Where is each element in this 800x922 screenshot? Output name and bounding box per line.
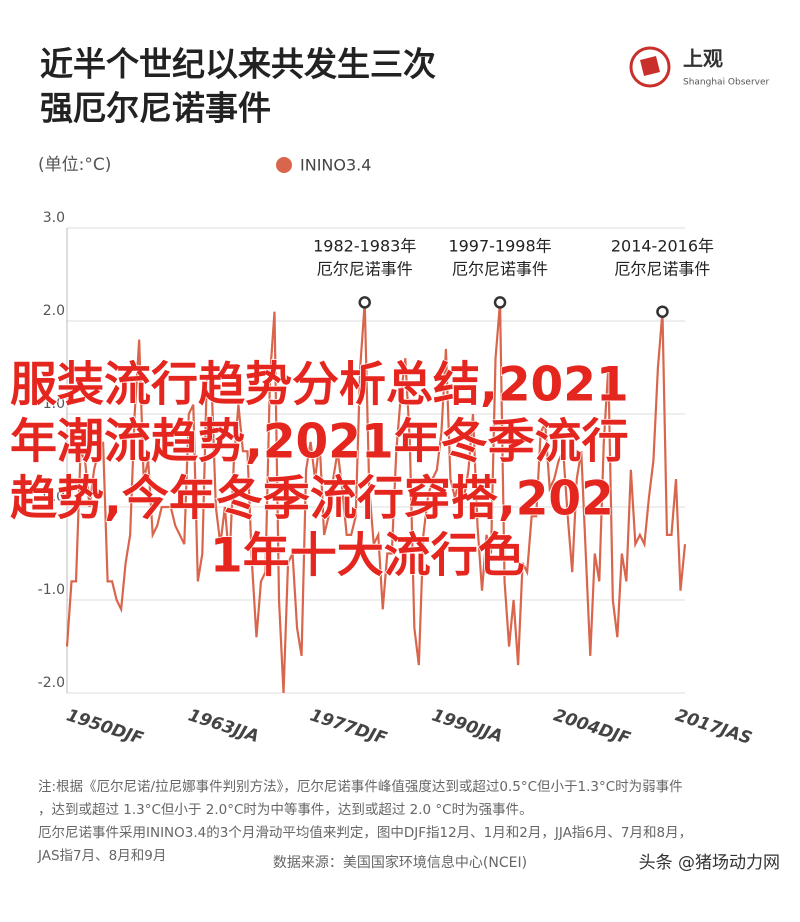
logo: 上观 Shanghai Observer (629, 46, 770, 88)
annotation: 2014-2016年 (611, 237, 714, 256)
note-line: JAS指7月、8月和9月 (37, 848, 166, 864)
title-line: 强厄尔尼诺事件 (40, 89, 271, 128)
y-tick-label: -1.0 (38, 582, 65, 598)
data-line (65, 302, 687, 694)
y-tick-label: -2.0 (38, 675, 65, 691)
title-line: 近半个世纪以来共发生三次 (40, 45, 436, 84)
y-tick-label: 1.0 (43, 396, 65, 412)
y-tick-label: 2.0 (43, 303, 65, 319)
unit-label: (单位:°C) (38, 155, 111, 175)
legend-marker (276, 157, 292, 173)
annotation: 厄尔尼诺事件 (317, 260, 413, 279)
peak-marker (656, 305, 669, 318)
logo-text: 上观 (683, 47, 723, 71)
annotation: 厄尔尼诺事件 (614, 260, 710, 279)
overlay-text: 趋势,今年冬季流行穿搭,202 (10, 472, 614, 527)
source: 数据来源：美国国家环境信息中心(NCEI) (273, 854, 527, 871)
watermark: 头条 @猪场动力网 (639, 853, 780, 873)
note-line: 厄尔尼诺事件采用ININO3.4的3个月滑动平均值来判定，图中DJF指12月、1… (38, 825, 692, 841)
y-tick-label: 0.0 (43, 489, 65, 505)
peak-marker (358, 296, 371, 309)
overlay-text: 服装流行趋势分析总结,2021 (10, 358, 629, 413)
annotation: 厄尔尼诺事件 (452, 260, 548, 279)
logo-subtext: Shanghai Observer (683, 78, 770, 88)
legend-label: ININO3.4 (300, 156, 371, 175)
note-line: 注:根据《厄尔尼诺/拉尼娜事件判别方法》，厄尔尼诺事件峰值强度达到或超过0.5°… (38, 779, 683, 795)
peak-marker (493, 296, 507, 309)
note-line: ，达到或超过 1.3°C但小于 2.0°C时为中等事件，达到或超过 2.0 °C… (38, 801, 533, 818)
annotation: 1982-1983年 (313, 237, 416, 256)
overlay-text: 年潮流趋势,2021年冬季流行 (10, 415, 629, 470)
overlay-text: 1年十大流行色 (210, 529, 525, 584)
annotation: 1997-1998年 (448, 237, 551, 256)
y-tick-label: 3.0 (43, 210, 65, 226)
